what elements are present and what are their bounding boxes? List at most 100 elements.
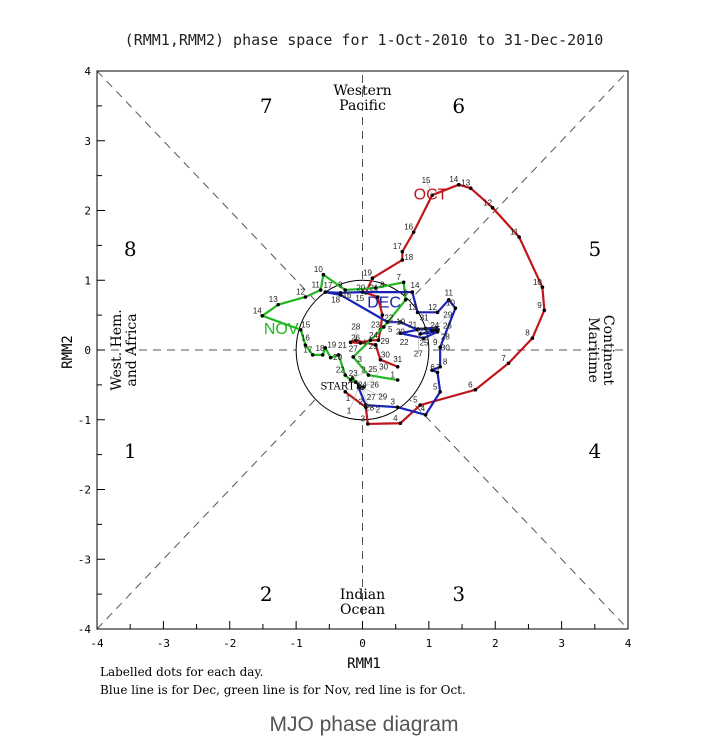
caption: MJO phase diagram	[269, 713, 458, 736]
day-label-nov: 11	[312, 281, 321, 290]
day-label-dec: 7	[436, 363, 441, 372]
day-label-nov: 6	[403, 288, 408, 297]
day-dot-dec	[418, 332, 423, 336]
y-axis-label: RMM2	[60, 335, 76, 369]
day-dot-nov	[276, 302, 281, 307]
day-label-oct: 29	[381, 337, 390, 346]
day-label-nov: 28	[365, 403, 374, 412]
day-dot-oct	[375, 295, 380, 299]
day-label-nov: 20	[333, 353, 342, 362]
y-tick-label: -2	[78, 484, 91, 497]
day-label-nov: 25	[368, 365, 377, 374]
day-dot-nov	[303, 295, 308, 299]
day-dot-dec	[323, 290, 328, 294]
phase-label: 4	[588, 439, 601, 463]
day-label-oct: 15	[422, 176, 431, 185]
day-label-dec: 6	[430, 363, 435, 372]
day-dot-oct	[456, 182, 461, 187]
day-label-leader	[424, 317, 436, 330]
x-tick-label: -4	[90, 637, 104, 650]
note-line-1: Labelled dots for each day.	[100, 665, 263, 679]
region-label-maritime-continent: Maritime	[585, 317, 601, 383]
day-dot-nov	[366, 373, 371, 377]
x-tick-label: 2	[492, 637, 499, 650]
day-dot-nov	[403, 297, 408, 302]
day-label-dec: 11	[445, 288, 454, 297]
day-label-oct: 6	[468, 380, 473, 389]
day-label-dec: 25	[420, 339, 429, 348]
region-label-west-hem-africa: and Africa	[124, 313, 140, 386]
day-dot-nov	[323, 346, 328, 350]
day-dot-oct	[373, 343, 378, 347]
day-dot-nov	[351, 355, 356, 359]
x-tick-label: -1	[290, 637, 303, 650]
day-dot-oct	[395, 364, 400, 369]
region-label-indian-ocean: Ocean	[340, 602, 385, 618]
day-dot-nov	[395, 378, 400, 382]
chart-title: (RMM1,RMM2) phase space for 1-Oct-2010 t…	[125, 31, 604, 49]
day-label-dec: 31	[420, 313, 429, 322]
day-dot-oct	[376, 338, 381, 343]
day-dot-oct	[358, 341, 363, 345]
day-dot-dec	[446, 297, 451, 302]
day-dot-oct	[473, 387, 478, 392]
day-dot-nov	[260, 314, 265, 318]
day-label-oct: 5	[413, 396, 418, 405]
day-label-nov: 27	[367, 393, 376, 402]
day-label-oct: 19	[363, 269, 372, 278]
day-dot-dec	[438, 364, 442, 369]
day-label-dec: 22	[400, 338, 409, 347]
day-label-dec: 26	[443, 321, 452, 330]
day-label-oct: 2	[359, 398, 364, 407]
day-label-dec: 21	[408, 320, 417, 329]
day-label-oct: 11	[510, 228, 519, 237]
day-label-nov: 30	[379, 363, 388, 372]
day-label-leader	[365, 404, 379, 411]
day-dot-nov	[336, 353, 341, 357]
day-dot-dec	[435, 370, 440, 375]
day-dot-oct	[517, 235, 521, 239]
y-tick-label: 0	[84, 344, 91, 357]
day-dot-oct	[400, 249, 405, 254]
day-label-dec: 19	[396, 318, 405, 327]
day-label-oct: 18	[404, 253, 413, 262]
day-dot-nov	[318, 288, 323, 292]
day-label-oct: 23	[371, 320, 380, 329]
day-label-dec: 4	[421, 404, 426, 413]
day-label-dec: 12	[428, 303, 437, 312]
region-label-west-hem-africa: West. Hem.	[109, 309, 125, 390]
day-label-nov: 18	[316, 344, 325, 353]
day-label-oct: 16	[404, 223, 413, 232]
day-label-nov: 13	[269, 295, 278, 304]
day-dot-dec	[360, 290, 365, 294]
day-dot-oct	[370, 276, 375, 280]
day-label-nov: 21	[338, 341, 347, 350]
day-label-dec: 5	[433, 382, 438, 391]
phase-label: 1	[124, 439, 137, 463]
day-label-dec: 2	[376, 406, 381, 415]
day-dot-nov	[381, 325, 386, 329]
phase-label: 2	[260, 582, 273, 606]
day-dot-oct	[506, 361, 511, 366]
x-tick-label: 4	[625, 637, 632, 650]
day-dot-dec	[415, 310, 420, 315]
day-label-dec: 8	[443, 357, 448, 366]
day-label-dec: 28	[441, 332, 450, 341]
day-label-dec: 16	[343, 291, 352, 300]
day-label-nov: 23	[349, 369, 358, 378]
day-dot-nov	[373, 286, 378, 290]
day-label-dec: 15	[355, 294, 364, 303]
day-label-oct: 27	[349, 344, 358, 353]
day-dot-dec	[438, 345, 442, 350]
day-label-leader	[425, 328, 446, 349]
day-label-dec: 20	[396, 328, 405, 337]
phase-label: 7	[260, 94, 273, 118]
x-tick-label: -3	[157, 637, 170, 650]
day-label-leader	[352, 369, 374, 379]
day-label-leader	[426, 180, 433, 196]
day-dot-oct	[366, 422, 370, 426]
day-dot-oct	[540, 285, 545, 290]
day-dot-oct	[468, 186, 473, 190]
day-dot-oct	[430, 193, 434, 197]
phase-label: 8	[124, 237, 137, 261]
